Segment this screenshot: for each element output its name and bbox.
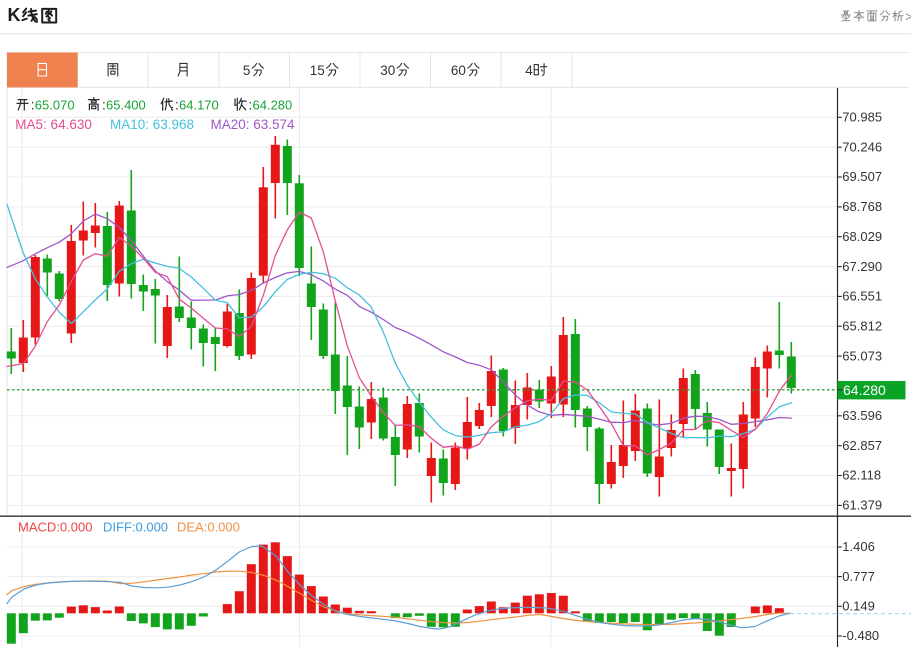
- svg-text:70.246: 70.246: [842, 139, 882, 154]
- svg-text:62.118: 62.118: [842, 468, 881, 483]
- svg-text:62.857: 62.857: [842, 438, 882, 453]
- svg-text:65.812: 65.812: [842, 318, 882, 333]
- svg-text:69.507: 69.507: [842, 169, 882, 184]
- svg-text:70.985: 70.985: [842, 110, 882, 125]
- svg-text::: :: [31, 98, 35, 113]
- svg-text:0.149: 0.149: [842, 599, 875, 614]
- svg-text:67.290: 67.290: [842, 259, 882, 274]
- svg-text::: :: [175, 98, 179, 113]
- svg-text:30: 30: [380, 63, 395, 78]
- svg-text:15: 15: [310, 63, 325, 78]
- svg-text:68.768: 68.768: [842, 199, 882, 214]
- svg-text:MA5: 64.630: MA5: 64.630: [15, 117, 92, 132]
- svg-text:-0.480: -0.480: [842, 628, 879, 643]
- svg-text:64.170: 64.170: [179, 98, 219, 113]
- svg-text:K: K: [8, 5, 21, 25]
- svg-text:DIFF:0.000: DIFF:0.000: [103, 520, 168, 535]
- svg-text:MA20: 63.574: MA20: 63.574: [211, 117, 296, 132]
- svg-text:68.029: 68.029: [842, 229, 882, 244]
- svg-text::: :: [102, 98, 106, 113]
- svg-text::: :: [249, 98, 253, 113]
- svg-text:1.406: 1.406: [842, 539, 875, 554]
- svg-text:64.280: 64.280: [253, 98, 293, 113]
- svg-text:0.777: 0.777: [842, 569, 875, 584]
- svg-text:4: 4: [525, 63, 533, 78]
- svg-text:63.596: 63.596: [842, 408, 882, 423]
- svg-text:65.073: 65.073: [842, 348, 882, 363]
- svg-text:60: 60: [451, 63, 466, 78]
- svg-text:>: >: [905, 10, 911, 24]
- svg-text:65.400: 65.400: [106, 98, 146, 113]
- svg-text:64.280: 64.280: [843, 382, 886, 398]
- svg-text:66.551: 66.551: [842, 289, 882, 304]
- svg-text:61.379: 61.379: [842, 498, 882, 513]
- svg-text:MA10: 63.968: MA10: 63.968: [110, 117, 194, 132]
- svg-text:65.070: 65.070: [35, 98, 75, 113]
- svg-text:MACD:0.000: MACD:0.000: [18, 520, 92, 535]
- svg-text:DEA:0.000: DEA:0.000: [177, 520, 240, 535]
- svg-text:5: 5: [243, 63, 251, 78]
